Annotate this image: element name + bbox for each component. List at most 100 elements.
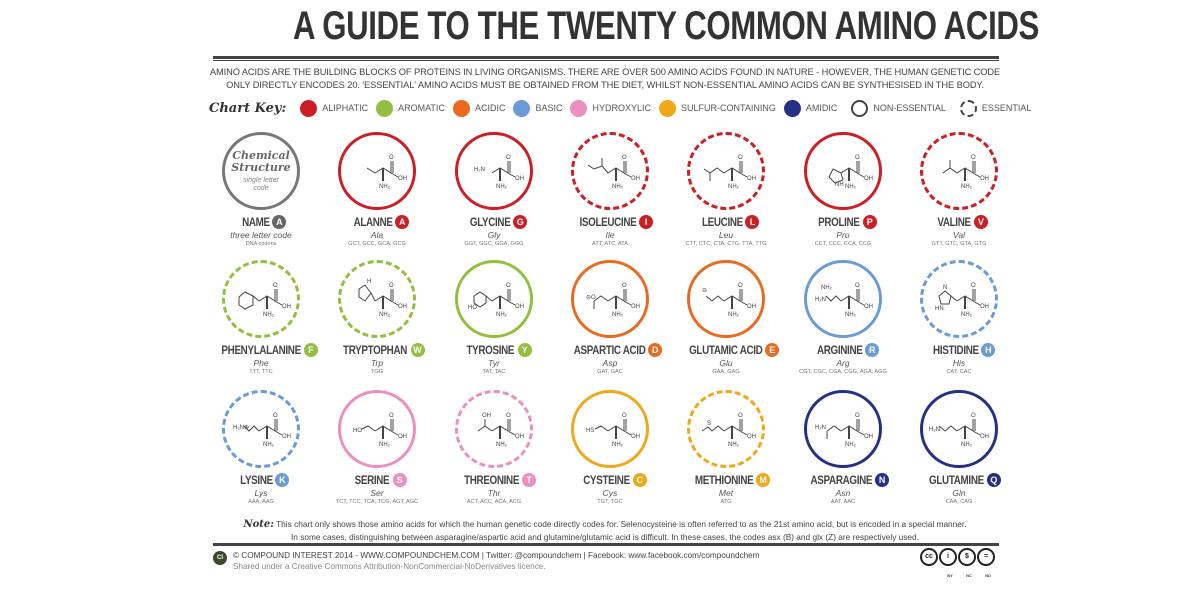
- amino-acid-name: LEUCINE: [701, 215, 743, 229]
- svg-text:NH₂: NH₂: [961, 442, 973, 448]
- svg-text:O: O: [738, 283, 743, 289]
- color-dot-icon: [570, 99, 588, 117]
- letter-code-badge: W: [410, 343, 425, 357]
- amino-acid-name: ALANNE: [353, 215, 393, 229]
- amino-acid-name: HISTIDINE: [932, 343, 979, 357]
- amino-acid-name: TRYPTOPHAN: [343, 343, 408, 357]
- three-letter-code: Pro: [836, 230, 850, 240]
- non-essential-ring: H₂N O OH NH₂: [804, 390, 882, 468]
- amino-acid-name: ASPARTIC ACID: [573, 343, 646, 357]
- note-line-1: This chart only shows those amino acids …: [276, 519, 967, 529]
- dashed-ring-icon: [959, 99, 977, 117]
- legend-ring: Chemical Structure single letter code: [222, 132, 300, 210]
- amino-acid-name: GLUTAMIC ACID: [688, 343, 763, 357]
- chemical-structure-icon: H O OH NH₂: [358, 279, 407, 318]
- letter-code-badge: Y: [517, 343, 532, 357]
- dna-codons: GCT, GCC, GCA, GCG: [348, 241, 406, 247]
- note-line-2: In some cases, distinguishing between as…: [291, 532, 919, 542]
- three-letter-code: His: [952, 358, 966, 368]
- svg-text:OH: OH: [747, 434, 756, 440]
- three-letter-code: Ile: [605, 230, 615, 240]
- chemical-structure-icon: O OH NH₂: [703, 155, 756, 190]
- svg-text:HS: HS: [586, 428, 594, 434]
- dna-codons: TTT, TTC: [249, 369, 273, 375]
- svg-text:OH: OH: [631, 176, 640, 182]
- dna-codons: CTT, CTC, CTA, CTG, TTA, TTG: [685, 241, 767, 247]
- essential-ring: O OH NH₂: [571, 132, 649, 210]
- color-dot-icon: [783, 99, 801, 117]
- note-label: Note:: [243, 519, 274, 530]
- svg-text:NH₂: NH₂: [379, 184, 391, 190]
- amino-acid-card-proline: NH O OH NH₂ PROLINE P Pro CCT, CCC, CCA, CCG: [787, 128, 899, 256]
- dna-codons: ATT, ATC, ATA: [592, 241, 628, 247]
- dna-codons: TGT, TGC: [597, 499, 623, 505]
- non-essential-ring: H₂N O OH NH₂: [920, 390, 998, 468]
- amino-acid-name: ARGININE: [816, 343, 863, 357]
- three-letter-code: Val: [953, 230, 965, 240]
- svg-text:OH: OH: [398, 176, 407, 182]
- svg-text:OH: OH: [282, 304, 291, 310]
- svg-text:NH₂: NH₂: [612, 312, 624, 318]
- page-title: A GUIDE TO THE TWENTY COMMON AMINO ACIDS: [293, 4, 1039, 48]
- dna-codons: GAT, GAC: [597, 369, 623, 375]
- chemical-structure-icon: OH O OH NH₂: [477, 413, 524, 448]
- svg-text:OH: OH: [282, 434, 291, 440]
- three-letter-code: Cys: [602, 488, 618, 498]
- chemical-structure-icon: ⊖ O OH NH₂: [702, 283, 756, 318]
- amino-acid-card-isoleucine: O OH NH₂ ISOLEUCINE I Ile ATT, ATC, ATA: [554, 128, 666, 256]
- svg-text:⊖O: ⊖O: [586, 295, 596, 301]
- svg-text:H: H: [367, 279, 371, 285]
- dna-codons: TGG: [370, 369, 384, 375]
- svg-text:OH: OH: [631, 304, 640, 310]
- svg-text:O: O: [971, 413, 976, 419]
- svg-text:HO: HO: [468, 305, 477, 311]
- three-letter-code: Thr: [487, 488, 501, 498]
- svg-text:NH₂: NH₂: [728, 442, 740, 448]
- dna-codons: GAA, GAG: [712, 369, 740, 375]
- dna-codons: AAT, AAC: [830, 499, 856, 505]
- svg-text:NH₂: NH₂: [821, 285, 833, 291]
- svg-text:OH: OH: [980, 434, 989, 440]
- letter-code-badge: K: [275, 473, 290, 487]
- non-essential-ring: H₂N NH₂ O OH NH₂: [804, 260, 882, 338]
- amino-acid-name: TYROSINE: [466, 343, 515, 357]
- svg-text:HO: HO: [353, 428, 362, 434]
- svg-text:⊖: ⊖: [702, 288, 707, 294]
- key-label: AROMATIC: [398, 103, 445, 113]
- svg-text:NH₂: NH₂: [496, 312, 508, 318]
- intro-line-1: AMINO ACIDS ARE THE BUILDING BLOCKS OF P…: [209, 67, 1001, 77]
- amino-acid-name: PROLINE: [818, 215, 860, 229]
- svg-text:O: O: [506, 155, 511, 161]
- chemical-structure-icon: HO O OH NH₂: [353, 413, 407, 448]
- amino-acid-card-phenylalanine: O OH NH₂ PHENYLALANINE F Phe TTT, TTC: [205, 256, 318, 384]
- legend-name: NAME: [241, 215, 270, 229]
- svg-text:O: O: [622, 155, 627, 161]
- svg-text:HN: HN: [935, 306, 944, 312]
- svg-text:OH: OH: [398, 434, 407, 440]
- attribution-icon: i BY: [939, 548, 957, 578]
- non-essential-ring: O OH NH₂: [338, 132, 416, 210]
- color-dot-icon: [452, 99, 470, 117]
- amino-acid-name: ISOLEUCINE: [579, 215, 637, 229]
- svg-text:NH₂: NH₂: [845, 312, 857, 318]
- letter-code-badge: C: [632, 473, 647, 487]
- svg-text:OH: OH: [980, 176, 989, 182]
- color-dot-icon: [658, 99, 676, 117]
- solid-ring-icon: [851, 99, 869, 117]
- letter-code-badge: H: [981, 343, 996, 357]
- letter-code-badge: T: [522, 473, 537, 487]
- amino-acid-card-tyrosine: HO O OH NH₂ TYROSINE Y Tyr TAT, TAC: [438, 256, 550, 384]
- amino-acid-name: METHIONINE: [694, 473, 754, 487]
- color-dot-icon: [513, 99, 531, 117]
- footer: CI © COMPOUND INTEREST 2014 - WWW.COMPOU…: [213, 548, 999, 578]
- chemical-structure-icon: O OH NH₂: [238, 283, 291, 318]
- non-essential-ring: NH O OH NH₂: [804, 132, 882, 210]
- letter-code-badge: P: [862, 215, 877, 229]
- letter-code-badge: R: [865, 343, 880, 357]
- three-letter-code: Phe: [253, 358, 269, 368]
- svg-text:NH₂: NH₂: [496, 184, 508, 190]
- svg-text:NH₂: NH₂: [263, 442, 275, 448]
- svg-text:H₂N: H₂N: [815, 297, 826, 303]
- key-item-basic: BASIC: [513, 99, 562, 117]
- amino-acid-name: ASPARAGINE: [810, 473, 873, 487]
